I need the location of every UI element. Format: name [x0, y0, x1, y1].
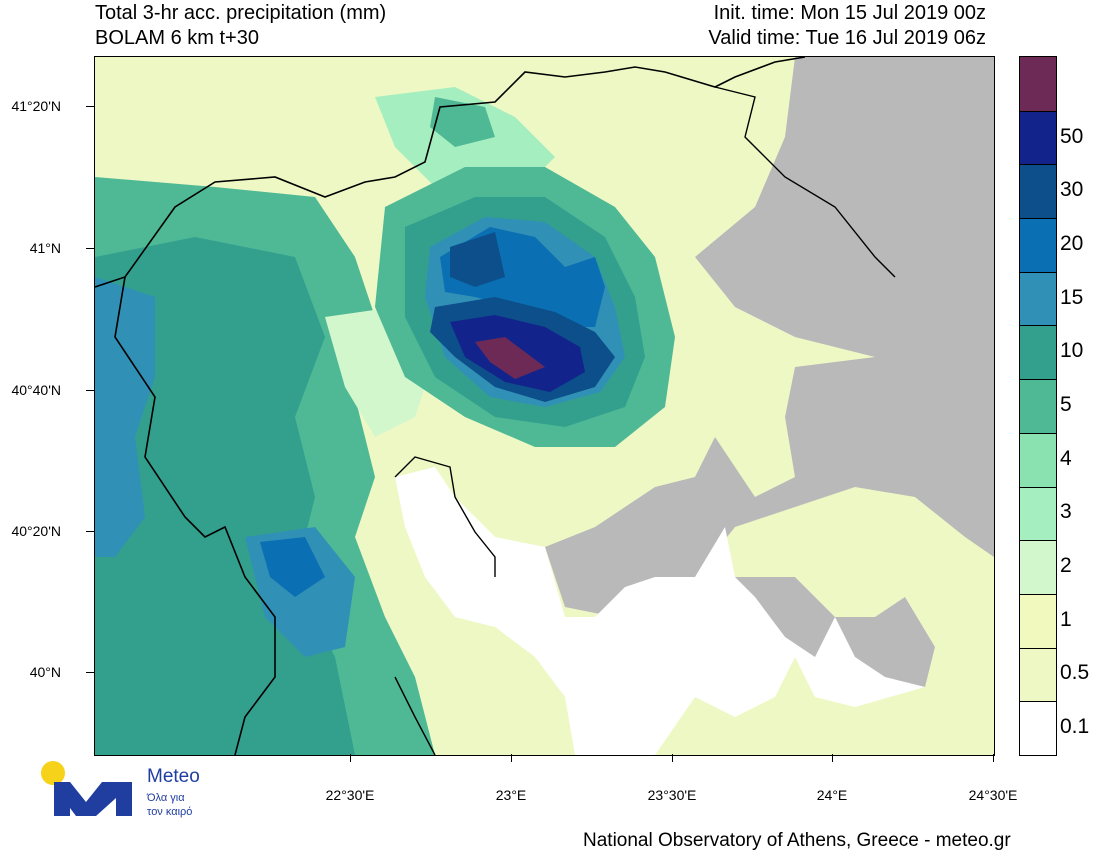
colorbar-level-label: 50: [1060, 124, 1084, 148]
coastline-west: [394, 456, 496, 577]
lat-label: 41°N: [29, 240, 61, 256]
lat-tick: [86, 672, 94, 673]
colorbar-level-label: 1: [1060, 607, 1072, 631]
colorbar-level-label: 0.1: [1060, 715, 1090, 739]
colorbar-box: [1020, 218, 1056, 272]
no-data-land-chalkidiki: [545, 257, 994, 617]
coastline-southwest: [394, 676, 436, 755]
init-time-label: Init. time: Mon 15 Jul 2019 00z: [713, 2, 986, 24]
colorbar-level-label: 4: [1060, 446, 1072, 470]
lon-label: 24°30'E: [968, 787, 1018, 803]
colorbar-box: [1020, 432, 1056, 487]
meteo-logo: [41, 761, 132, 816]
colorbar-box: [1020, 540, 1056, 594]
colorbar-level-label: 3: [1060, 500, 1072, 524]
north-border: [95, 57, 806, 288]
precip-colorbar: [1019, 56, 1057, 756]
colorbar-box: [1020, 325, 1056, 380]
colorbar-box: [1020, 486, 1056, 541]
lon-tick: [511, 754, 512, 762]
precipitation-map: [94, 56, 995, 756]
sea-area: [395, 467, 935, 755]
m-logo-mark: [54, 782, 132, 816]
precip-cell-west: [95, 277, 155, 557]
west-border: [114, 276, 276, 755]
colorbar-box: [1020, 379, 1056, 433]
colorbar-box: [1020, 593, 1056, 648]
map-canvas: [95, 57, 994, 755]
colorbar-box: [1020, 271, 1056, 326]
lon-tick: [993, 754, 994, 762]
colorbar-box: [1020, 164, 1056, 219]
precip-cell-north: [430, 97, 495, 147]
logo-name: Meteo: [147, 766, 200, 787]
lat-tick: [86, 248, 94, 249]
lon-label: 22°30'E: [325, 787, 375, 803]
logo-tagline: Όλα για: [147, 792, 185, 804]
sun-icon: [41, 761, 65, 785]
east-border: [714, 86, 896, 278]
lat-label: 41°20'N: [11, 98, 61, 114]
lat-label: 40°20'N: [11, 523, 61, 539]
no-data-land-east: [695, 57, 994, 397]
lat-tick: [86, 106, 94, 107]
no-data-peninsula-east: [835, 597, 935, 687]
lon-tick: [350, 754, 351, 762]
colorbar-level-label: 10: [1060, 339, 1084, 363]
lon-tick: [672, 754, 673, 762]
colorbar-box: [1020, 701, 1056, 755]
colorbar-level-label: 0.5: [1060, 661, 1090, 685]
storm-band-20mm: [450, 232, 505, 287]
no-data-peninsula: [735, 577, 835, 657]
colorbar-level-label: 5: [1060, 393, 1072, 416]
colorbar-level-label: 20: [1060, 231, 1084, 255]
lat-tick: [86, 390, 94, 391]
precip-cell-southwest-core: [260, 537, 325, 597]
lat-label: 40°N: [29, 664, 61, 680]
lon-label: 24°E: [816, 787, 848, 803]
colorbar-level-label: 2: [1060, 554, 1072, 578]
colorbar-level-label: 15: [1060, 285, 1084, 309]
colorbar-box: [1020, 57, 1056, 111]
lat-label: 40°40'N: [11, 382, 61, 398]
lon-label: 23°30'E: [647, 787, 697, 803]
lat-tick: [86, 531, 94, 532]
colorbar-box: [1020, 110, 1056, 165]
model-run-label: BOLAM 6 km t+30: [95, 27, 259, 49]
colorbar-level-label: 30: [1060, 178, 1084, 202]
colorbar-box: [1020, 647, 1056, 702]
storm-core-max: [475, 337, 545, 379]
valid-time-label: Valid time: Tue 16 Jul 2019 06z: [708, 27, 986, 49]
lon-tick: [832, 754, 833, 762]
map-title: Total 3-hr acc. precipitation (mm): [95, 2, 387, 24]
footer-credit: National Observatory of Athens, Greece -…: [583, 830, 1011, 851]
lon-label: 23°E: [495, 787, 527, 803]
logo-tagline: τον καιρό: [147, 806, 193, 818]
